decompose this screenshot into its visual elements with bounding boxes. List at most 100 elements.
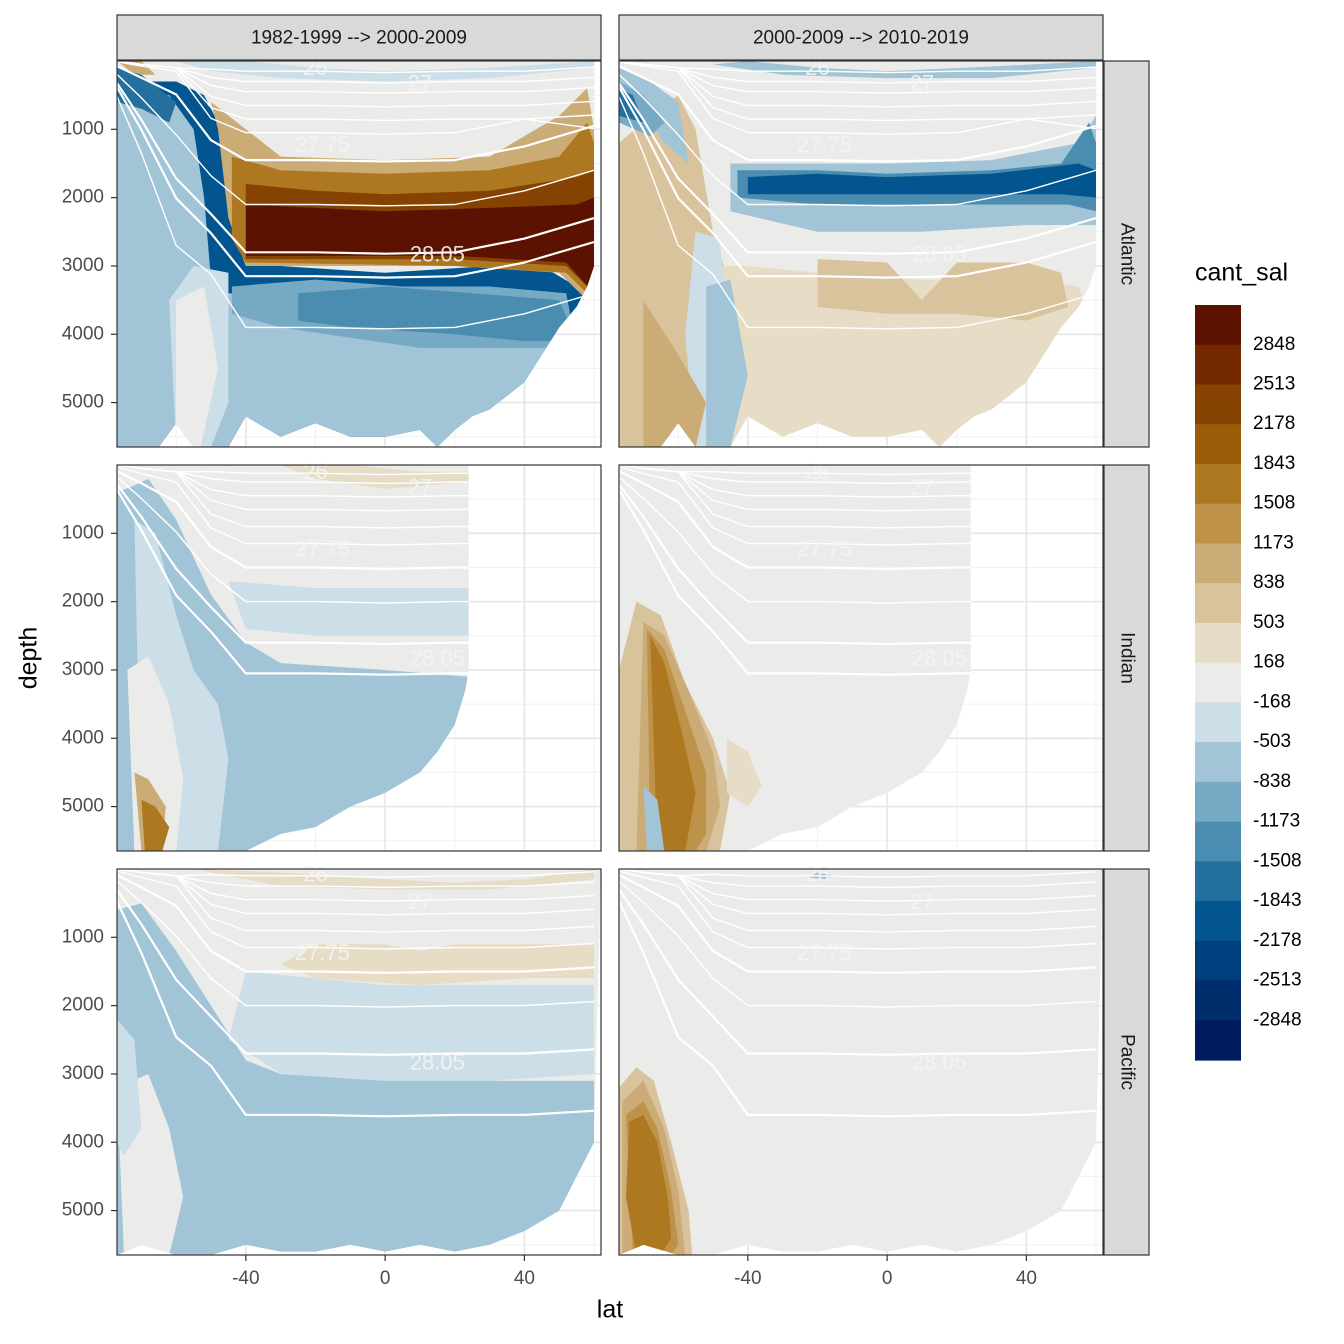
strip-background xyxy=(1103,60,1150,448)
isopycnal-label: 27.75 xyxy=(797,940,852,965)
x-axis-2: -40 0 40 xyxy=(734,1255,1037,1289)
y-tick-label: 3000 xyxy=(62,255,104,276)
x-tick-label: 40 xyxy=(514,1268,535,1289)
isopycnal-line xyxy=(619,82,1096,255)
strip-background xyxy=(1103,868,1150,1256)
isopycnal-lines xyxy=(619,465,971,676)
legend-color-key xyxy=(1195,543,1241,584)
facet-strip-col-1: 1982-1999 --> 2000-2009 xyxy=(116,14,602,61)
legend-label: -2178 xyxy=(1253,930,1302,951)
fill-band xyxy=(117,1019,142,1156)
isopycnal-line xyxy=(117,489,469,676)
y-tick-label: 3000 xyxy=(62,1063,104,1084)
y-tick-label: 2000 xyxy=(62,187,104,208)
isopycnal-line xyxy=(117,483,469,646)
legend-title: cant_sal xyxy=(1195,259,1288,287)
legend-label: 1508 xyxy=(1253,493,1295,514)
facet-strip-row-atlantic: Atlantic xyxy=(1103,60,1150,448)
legend-label: 2513 xyxy=(1253,373,1295,394)
fill-band xyxy=(176,61,594,82)
isopycnal-lines xyxy=(117,869,595,1118)
legend-color-key xyxy=(1195,503,1241,545)
isopycnal-line xyxy=(117,82,594,255)
legend-color-key xyxy=(1195,861,1241,902)
contour-fill xyxy=(619,61,1096,447)
fill-band xyxy=(117,61,156,75)
legend-label: -1508 xyxy=(1253,850,1302,871)
isopycnal-label: 28.05 xyxy=(410,1050,465,1075)
legend-label: -1173 xyxy=(1253,811,1300,832)
y-tick-label: 2000 xyxy=(62,995,104,1016)
isopycnal-line xyxy=(619,73,1096,207)
fill-band xyxy=(650,635,696,851)
isopycnal-line xyxy=(117,870,595,950)
isopycnal-line xyxy=(117,61,594,122)
fill-band xyxy=(117,67,177,123)
y-axis-title: depth xyxy=(15,627,43,690)
x-tick-label: 0 xyxy=(380,1268,391,1289)
isopycnal-label: 27 xyxy=(408,889,432,914)
isopycnal-line xyxy=(619,489,971,676)
isopycnal-label: 27.75 xyxy=(797,132,852,157)
isopycnal-label: 27 xyxy=(408,71,432,96)
legend-label: 838 xyxy=(1253,572,1285,593)
isopycnal-label: 28.05 xyxy=(912,1050,967,1075)
panel-border xyxy=(116,60,602,448)
panel-indian-1: 26 27 27.75 28.05 xyxy=(116,459,602,852)
isopycnal-line xyxy=(619,465,971,529)
isopycnal-line xyxy=(117,869,595,933)
isopycnal-label: 26 xyxy=(303,862,327,887)
isopycnal-line xyxy=(619,65,1096,163)
isopycnal-line xyxy=(619,889,1097,1056)
contour-fill xyxy=(619,869,1103,1255)
isopycnal-lines xyxy=(619,869,1097,1118)
legend-color-key xyxy=(1195,583,1241,624)
isopycnal-line xyxy=(117,466,469,546)
isopycnal-line xyxy=(117,880,595,1008)
fill-band xyxy=(298,286,577,342)
isopycnal-line xyxy=(117,900,595,1118)
panel-border xyxy=(116,464,602,852)
legend-color-key xyxy=(1195,702,1241,743)
legend-label: -2513 xyxy=(1253,970,1302,991)
isopycnal-line xyxy=(117,73,594,207)
legend-color-key xyxy=(1195,463,1241,505)
legend-color-key xyxy=(1195,344,1241,386)
fill-band xyxy=(117,903,594,1255)
legend-label: 1843 xyxy=(1253,453,1295,474)
facet-strip-row-pacific: Pacific xyxy=(1103,868,1150,1256)
isopycnal-line xyxy=(117,465,469,529)
isopycnal-line xyxy=(117,889,595,1056)
legend: cant_sal 2848 2513 2178 1843 1508 1173 838 503 16… xyxy=(1195,259,1302,1061)
strip-label: Pacific xyxy=(1116,1034,1137,1090)
legend-label: -503 xyxy=(1253,731,1291,752)
panel-border xyxy=(116,868,602,1256)
contour-fill xyxy=(117,465,469,851)
y-tick-label: 5000 xyxy=(62,1200,104,1221)
isopycnal-label: 27 xyxy=(408,475,432,500)
isopycnal-label: 28.05 xyxy=(410,646,465,671)
legend-color-key xyxy=(1195,980,1241,1021)
panel-indian-2: 26 27 27.75 28.05 xyxy=(618,459,1104,852)
x-tick-label: 40 xyxy=(1016,1268,1037,1289)
fill-band xyxy=(706,279,748,447)
isopycnal-line xyxy=(619,96,1096,330)
isopycnal-line xyxy=(619,61,1096,135)
facet-strip-row-indian: Indian xyxy=(1103,464,1150,852)
y-tick-label: 5000 xyxy=(62,392,104,413)
isopycnal-line xyxy=(117,874,595,974)
legend-label: -168 xyxy=(1253,691,1291,712)
x-axis-title: lat xyxy=(597,1296,623,1324)
y-axis-2: 1000 2000 3000 4000 5000 xyxy=(62,522,117,817)
isopycnal-line xyxy=(619,476,971,604)
panel-border xyxy=(618,60,1104,448)
contour-fill xyxy=(117,61,594,447)
strip-background xyxy=(1103,464,1150,852)
isopycnal-line xyxy=(117,96,594,330)
legend-color-key xyxy=(1195,781,1241,823)
legend-color-key xyxy=(1195,940,1241,982)
isopycnal-line xyxy=(619,470,971,570)
x-tick-label: -40 xyxy=(232,1268,259,1289)
